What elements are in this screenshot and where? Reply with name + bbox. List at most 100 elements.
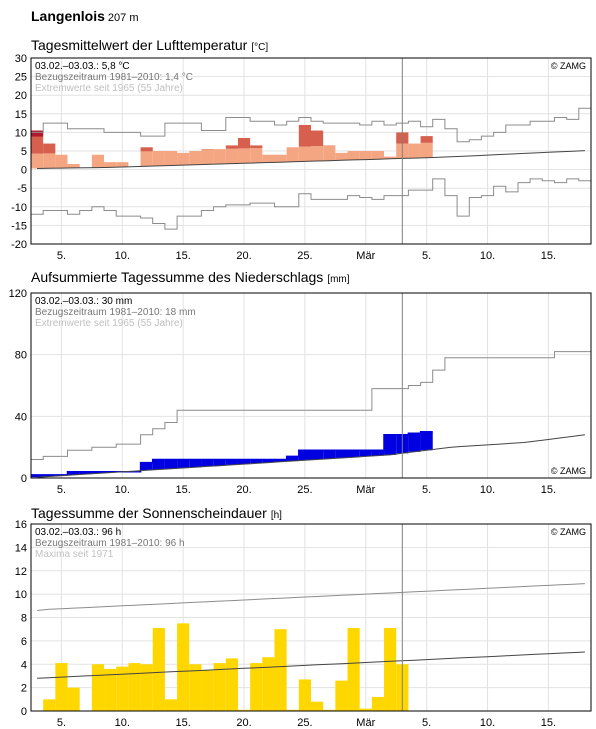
temp-bar-lower [189,151,202,165]
temp-bar-lower [67,164,80,168]
sunshine-bar [43,699,56,711]
x-tick-label: 10. [480,250,495,262]
maxima-line [37,583,585,611]
x-tick-label: 15. [541,484,556,496]
precip-above-fill [347,450,360,458]
legend-line-3: Extremwerte seit 1965 (55 Jahre) [35,83,183,94]
y-tick-label: -20 [11,239,27,251]
sunshine-bar [286,709,299,711]
y-tick-label: 25 [15,72,27,84]
chart-unit: [mm] [327,274,349,285]
x-tick-label: Mär [356,484,375,496]
x-tick-label: 10. [115,484,130,496]
station-header: Langenlois 207 m [31,8,138,26]
x-tick-label: 10. [115,250,130,262]
sunshine-bar [225,658,238,711]
precip-above-fill [152,459,165,470]
y-tick-label: 120 [9,288,27,300]
x-tick-label: 15. [541,717,556,729]
temp-bar-lower [262,154,275,163]
plot-frame [30,57,592,245]
precip-above-fill [79,471,92,475]
temp-bar-lower [177,152,190,166]
precip-sum-line [31,431,433,476]
precip-above-fill [408,433,421,452]
sunshine-bar [371,696,385,711]
sunshine-bar [128,663,141,711]
temp-bar-upper [237,137,251,149]
x-tick-label: Mär [356,717,375,729]
sunshine-bar [262,657,275,711]
temp-bar-upper [225,145,238,149]
chart-unit: [h] [271,510,282,521]
sunshine-bar [140,664,153,711]
sunshine-bar [91,664,105,711]
extreme-max-line [31,351,591,460]
chart-title: Tagessumme der Sonnenscheindauer [h] [31,505,282,521]
precip-above-fill [298,450,311,461]
sunshine-bar [116,666,129,711]
chart-title: Aufsummierte Tagessumme des Niederschlag… [31,269,350,285]
y-tick-label: -10 [11,202,27,214]
copyright-label: © ZAMG [551,527,586,537]
temp-bar-lower [420,142,433,158]
extreme-max-line [31,107,591,143]
legend-line-3: Extremwerte seit 1965 (55 Jahre) [35,318,183,329]
y-tick-label: 10 [15,127,27,139]
x-tick-label: 5. [422,250,431,262]
x-tick-label: 5. [57,250,66,262]
precip-above-fill [140,462,153,471]
precip-above-fill [164,459,178,469]
sunshine-bar [152,628,165,711]
sunshine-bar [359,708,372,711]
chart-panel-1: Tagesmittelwert der Lufttemperatur [°C] -2… [11,37,592,262]
precip-above-fill [274,459,287,462]
y-tick-label: 0 [21,473,27,485]
y-tick-label: 20 [15,90,27,102]
reference-line [37,434,585,478]
precip-above-fill [31,474,44,478]
temp-bar-lower [140,151,153,167]
x-tick-label: 25. [297,717,312,729]
legend-line-2: Bezugszeitraum 1981–2010: 1,4 °C [35,72,193,83]
legend-line-3: Maxima seit 1971 [35,549,114,560]
legend-line-1: 03.02.–03.03.: 30 mm [35,296,132,307]
precip-above-fill [177,459,190,468]
precip-above-fill [189,459,202,468]
x-tick-label: 5. [57,484,66,496]
y-tick-label: -15 [11,220,27,232]
x-tick-label: 5. [57,717,66,729]
precip-above-fill [311,450,324,460]
x-tick-label: 10. [480,484,495,496]
temp-bar-lower [225,148,238,164]
plot-frame [30,292,592,479]
temp-bar-lower [384,156,397,159]
temp-bar-lower [298,146,311,162]
chart-title: Tagesmittelwert der Lufttemperatur [°C] [31,37,268,53]
temp-bar-lower [286,147,299,162]
y-tick-label: 80 [15,350,27,362]
station-elevation: 207 m [107,12,139,24]
sunshine-bar [311,701,324,711]
precip-above-fill [250,459,263,464]
temp-bar-upper [250,145,263,149]
temp-bar-lower [335,152,348,161]
x-tick-label: Mär [356,250,375,262]
y-tick-label: 16 [15,519,27,531]
x-tick-label: 15. [541,250,556,262]
plot-frame [30,523,592,712]
y-tick-label: 14 [15,542,27,554]
x-tick-label: 20. [236,250,251,262]
precip-above-fill [225,459,238,465]
temp-bar-lower [371,151,385,160]
x-tick-label: 5. [422,717,431,729]
sunshine-bar [384,628,397,711]
y-tick-label: 15 [15,109,27,121]
temp-bar-lower [91,154,105,168]
sunshine-bar [250,663,263,711]
precip-above-fill [213,459,226,466]
x-tick-label: 15. [176,484,191,496]
sunshine-bar [201,670,214,711]
temp-bar-upper [43,143,56,154]
temp-bar-upper [298,124,311,147]
